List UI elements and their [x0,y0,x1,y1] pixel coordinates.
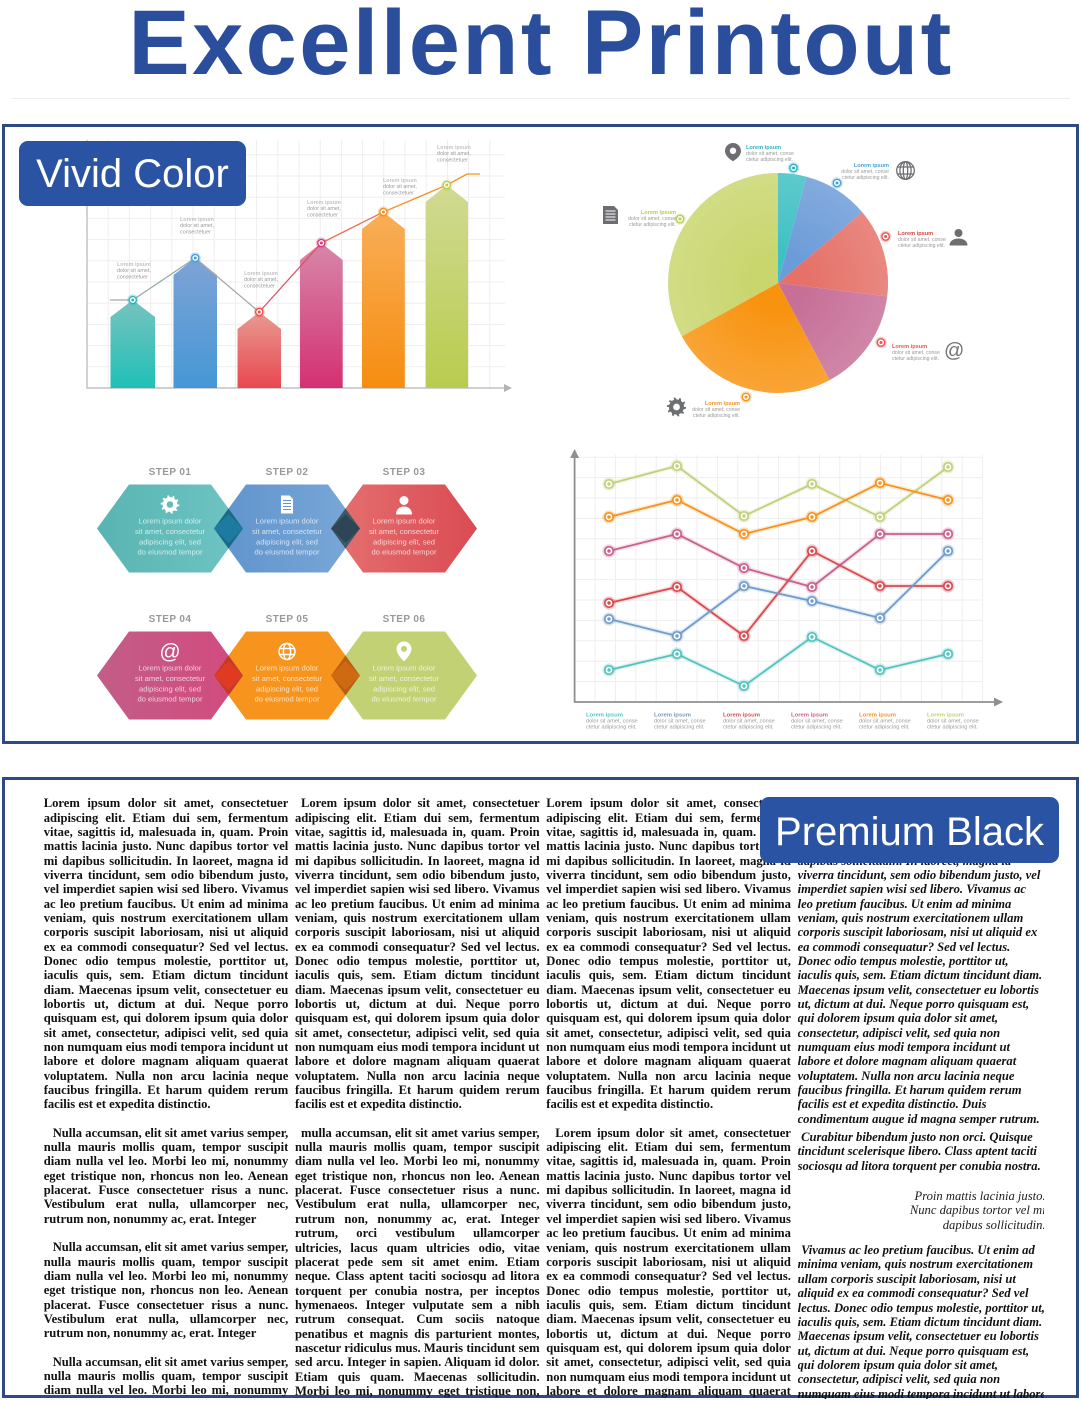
svg-text:adipiscing elit, sed: adipiscing elit, sed [373,537,435,546]
svg-text:dolor sit amet,: dolor sit amet, [180,223,214,229]
svg-text:dolor sit amet, conse: dolor sit amet, conse [898,237,946,243]
svg-text:sit amet, consectetur: sit amet, consectetur [252,527,323,536]
svg-text:dolor sit amet, conse: dolor sit amet, conse [927,719,979,725]
svg-text:STEP 02: STEP 02 [266,467,309,478]
svg-text:consectetuer: consectetuer [437,157,468,163]
svg-text:ctetur adipiscing elit.: ctetur adipiscing elit. [898,243,945,249]
svg-text:Lorem ipsum: Lorem ipsum [180,217,214,223]
svg-text:do eiusmod tempor: do eiusmod tempor [371,695,436,704]
svg-text:dolor sit amet,: dolor sit amet, [437,151,471,157]
svg-text:Lorem ipsum dolor: Lorem ipsum dolor [139,517,202,526]
svg-text:dolor sit amet, conse: dolor sit amet, conse [791,719,843,725]
svg-text:Lorem ipsum dolor: Lorem ipsum dolor [256,664,319,673]
svg-text:dolor sit amet, conse: dolor sit amet, conse [586,719,638,725]
svg-text:do eiusmod tempor: do eiusmod tempor [137,548,202,557]
svg-text:Lorem ipsum: Lorem ipsum [244,271,278,277]
svg-text:Lorem ipsum: Lorem ipsum [705,401,740,407]
svg-text:dolor sit amet, conse: dolor sit amet, conse [723,719,775,725]
svg-text:sit amet, consectetur: sit amet, consectetur [369,527,440,536]
svg-text:adipiscing elit, sed: adipiscing elit, sed [139,684,201,693]
svg-text:Lorem ipsum: Lorem ipsum [307,200,341,206]
svg-text:@: @ [159,641,180,664]
svg-text:ctetur adipiscing elit.: ctetur adipiscing elit. [586,725,637,731]
svg-text:ctetur adipiscing elit.: ctetur adipiscing elit. [723,725,774,731]
svg-text:consectetuer: consectetuer [383,190,414,196]
svg-text:Lorem ipsum: Lorem ipsum [383,178,417,184]
svg-text:Lorem ipsum: Lorem ipsum [654,713,691,719]
svg-text:sit amet, consectetur: sit amet, consectetur [135,527,206,536]
svg-text:adipiscing elit, sed: adipiscing elit, sed [256,684,318,693]
svg-text:Lorem ipsum: Lorem ipsum [892,344,927,350]
svg-text:@: @ [944,340,964,362]
svg-text:consectetuer: consectetuer [117,274,148,280]
svg-text:Lorem ipsum: Lorem ipsum [586,713,623,719]
svg-text:Lorem ipsum dolor: Lorem ipsum dolor [139,664,202,673]
svg-text:sit amet, consectetur: sit amet, consectetur [252,674,323,683]
svg-text:adipiscing elit, sed: adipiscing elit, sed [256,537,318,546]
svg-text:dolor sit amet, conse: dolor sit amet, conse [692,407,740,413]
svg-text:ctetur adipiscing elit.: ctetur adipiscing elit. [791,725,842,731]
svg-text:ctetur adipiscing elit.: ctetur adipiscing elit. [629,222,676,228]
svg-text:STEP 03: STEP 03 [383,467,426,478]
svg-text:adipiscing elit, sed: adipiscing elit, sed [373,684,435,693]
svg-text:sit amet, consectetur: sit amet, consectetur [135,674,206,683]
svg-text:adipiscing elit, sed: adipiscing elit, sed [139,537,201,546]
svg-text:Lorem ipsum dolor: Lorem ipsum dolor [373,517,436,526]
svg-text:do eiusmod tempor: do eiusmod tempor [254,695,319,704]
svg-text:consectetuer: consectetuer [307,212,338,218]
svg-text:STEP 06: STEP 06 [383,614,426,625]
svg-text:ctetur adipiscing elit.: ctetur adipiscing elit. [654,725,705,731]
svg-text:dolor sit amet,: dolor sit amet, [383,184,417,190]
svg-text:dolor sit amet,: dolor sit amet, [307,206,341,212]
svg-text:dolor sit amet, conse: dolor sit amet, conse [841,169,889,175]
svg-text:dolor sit amet, conse: dolor sit amet, conse [654,719,706,725]
svg-text:do eiusmod tempor: do eiusmod tempor [254,548,319,557]
svg-text:ctetur adipiscing elit.: ctetur adipiscing elit. [693,413,740,419]
svg-text:Lorem ipsum: Lorem ipsum [791,713,828,719]
svg-text:Lorem ipsum dolor: Lorem ipsum dolor [256,517,319,526]
svg-text:ctetur adipiscing elit.: ctetur adipiscing elit. [746,157,793,163]
svg-text:Lorem ipsum: Lorem ipsum [898,231,933,237]
svg-text:dolor sit amet,: dolor sit amet, [244,277,278,283]
svg-text:dolor sit amet, conse: dolor sit amet, conse [628,216,676,222]
svg-text:Lorem ipsum dolor: Lorem ipsum dolor [373,664,436,673]
svg-text:ctetur adipiscing elit.: ctetur adipiscing elit. [859,725,910,731]
svg-text:Lorem ipsum: Lorem ipsum [117,262,151,268]
svg-text:do eiusmod tempor: do eiusmod tempor [371,548,436,557]
svg-text:Lorem ipsum: Lorem ipsum [746,145,781,151]
svg-text:dolor sit amet, conse: dolor sit amet, conse [859,719,911,725]
svg-text:ctetur adipiscing elit.: ctetur adipiscing elit. [927,725,978,731]
svg-text:Lorem ipsum: Lorem ipsum [641,210,676,216]
svg-text:STEP 01: STEP 01 [149,467,192,478]
svg-text:Lorem ipsum: Lorem ipsum [927,713,964,719]
svg-text:ctetur adipiscing elit.: ctetur adipiscing elit. [892,356,939,362]
svg-text:STEP 05: STEP 05 [266,614,309,625]
svg-text:Lorem ipsum: Lorem ipsum [723,713,760,719]
svg-text:STEP 04: STEP 04 [149,614,192,625]
svg-text:sit amet, consectetur: sit amet, consectetur [369,674,440,683]
svg-text:Lorem ipsum: Lorem ipsum [854,163,889,169]
svg-text:Lorem ipsum: Lorem ipsum [859,713,896,719]
svg-text:consectetuer: consectetuer [244,283,275,289]
svg-text:do eiusmod tempor: do eiusmod tempor [137,695,202,704]
svg-text:dolor sit amet, conse: dolor sit amet, conse [746,151,794,157]
svg-text:dolor sit amet,: dolor sit amet, [117,268,151,274]
svg-text:ctetur adipiscing elit.: ctetur adipiscing elit. [842,175,889,181]
svg-text:dolor sit amet, conse: dolor sit amet, conse [892,350,940,356]
svg-text:consectetuer: consectetuer [180,229,211,235]
svg-text:Lorem ipsum: Lorem ipsum [437,145,471,151]
